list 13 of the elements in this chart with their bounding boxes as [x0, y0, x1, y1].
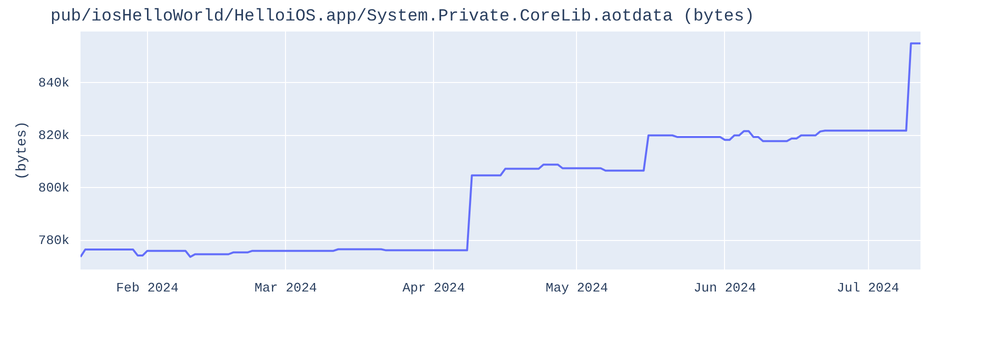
y-tick-label: 800k [38, 180, 70, 196]
y-tick-label: 780k [38, 233, 70, 248]
y-tick-label: 820k [38, 128, 70, 143]
x-tick-label: Jul 2024 [836, 280, 900, 296]
y-tick-label: 840k [38, 75, 70, 90]
y-axis-title: (bytes) [14, 121, 30, 180]
x-tick-label: Mar 2024 [254, 280, 318, 296]
x-tick-label: Feb 2024 [116, 280, 179, 296]
chart-title: pub/iosHelloWorld/HelloiOS.app/System.Private.CoreLib.aotdata (bytes) [50, 8, 754, 26]
x-tick-label: Jun 2024 [694, 280, 756, 296]
x-tick-label: Apr 2024 [402, 280, 466, 296]
line-series [80, 42, 920, 258]
x-tick-label: May 2024 [546, 280, 608, 296]
